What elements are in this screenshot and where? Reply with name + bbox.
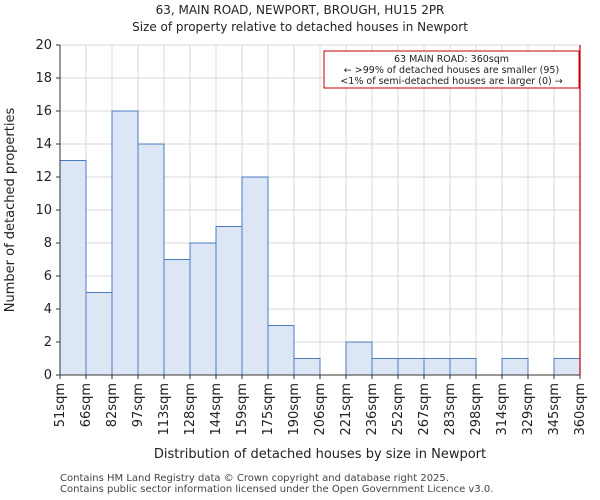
bar-6	[215, 226, 243, 376]
x-tick-label-1: 66sqm	[79, 383, 94, 427]
y-tick-label-0: 0	[44, 368, 52, 383]
x-tick-label-7: 159sqm	[235, 383, 250, 436]
x-tick-label-8: 175sqm	[261, 383, 276, 436]
x-tick-label-17: 314sqm	[495, 383, 510, 436]
x-tick-label-9: 190sqm	[287, 383, 302, 436]
x-tick-label-4: 113sqm	[157, 383, 172, 436]
x-tick-label-3: 97sqm	[131, 383, 146, 427]
bar-13	[397, 358, 425, 376]
annotation-line-1: 63 MAIN ROAD: 360sqm	[394, 54, 509, 65]
bars	[59, 110, 581, 376]
annotation-frame	[323, 50, 580, 89]
bar-9	[293, 358, 321, 376]
x-tick-label-5: 128sqm	[183, 383, 198, 436]
bar-4	[163, 259, 191, 376]
y-tick-label-18: 18	[35, 71, 52, 86]
y-tick-label-16: 16	[35, 104, 52, 119]
x-tick-label-16: 298sqm	[469, 383, 484, 436]
y-tick-label-20: 20	[35, 38, 52, 53]
annotation-box: 63 MAIN ROAD: 360sqm ← >99% of detached …	[323, 50, 580, 89]
x-tick-label-12: 236sqm	[365, 383, 380, 436]
annotation-line-3: <1% of semi-detached houses are larger (…	[340, 76, 562, 87]
x-tick-label-15: 283sqm	[443, 383, 458, 436]
annotation-line-2: ← >99% of detached houses are smaller (9…	[344, 65, 559, 76]
footer-copyright: Contains HM Land Registry data © Crown c…	[60, 473, 449, 484]
bar-8	[267, 325, 295, 376]
x-tick-label-19: 345sqm	[547, 383, 562, 436]
chart-title: Size of property relative to detached ho…	[132, 20, 468, 34]
x-tick-labels: 51sqm 66sqm 82sqm 97sqm 113sqm 128sqm 144sqm 15…	[53, 375, 588, 436]
bar-1	[85, 292, 113, 376]
bar-19	[553, 358, 581, 376]
y-tick-label-8: 8	[44, 236, 52, 251]
y-tick-label-6: 6	[44, 269, 52, 284]
footer-licence: Contains public sector information licen…	[60, 484, 494, 495]
y-axis-label: Number of detached properties	[3, 108, 18, 313]
y-tick-labels: 0 2 4 6 8 10 12 14 16 18 20	[35, 38, 60, 383]
y-tick-label-10: 10	[35, 203, 52, 218]
bar-11	[345, 341, 373, 376]
bar-7	[241, 176, 269, 376]
x-tick-label-2: 82sqm	[105, 383, 120, 427]
y-tick-label-2: 2	[44, 335, 52, 350]
x-tick-label-11: 221sqm	[339, 383, 354, 436]
bar-12	[371, 358, 399, 376]
bar-2	[111, 110, 139, 376]
y-tick-label-12: 12	[35, 170, 52, 185]
bar-15	[449, 358, 477, 376]
x-tick-label-13: 252sqm	[391, 383, 406, 436]
bar-5	[189, 242, 217, 376]
y-tick-label-14: 14	[35, 137, 52, 152]
bar-0	[59, 160, 87, 376]
x-tick-label-0: 51sqm	[53, 383, 68, 427]
x-tick-label-18: 329sqm	[521, 383, 536, 436]
bar-14	[423, 358, 451, 376]
x-tick-label-6: 144sqm	[209, 383, 224, 436]
x-tick-label-20: 360sqm	[573, 383, 588, 436]
x-tick-label-10: 206sqm	[313, 383, 328, 436]
bar-3	[137, 143, 165, 376]
x-axis-label: Distribution of detached houses by size …	[154, 447, 486, 462]
y-tick-label-4: 4	[44, 302, 52, 317]
chart-title-address: 63, MAIN ROAD, NEWPORT, BROUGH, HU15 2PR	[155, 3, 445, 17]
x-tick-label-14: 267sqm	[417, 383, 432, 436]
bar-17	[501, 358, 529, 376]
